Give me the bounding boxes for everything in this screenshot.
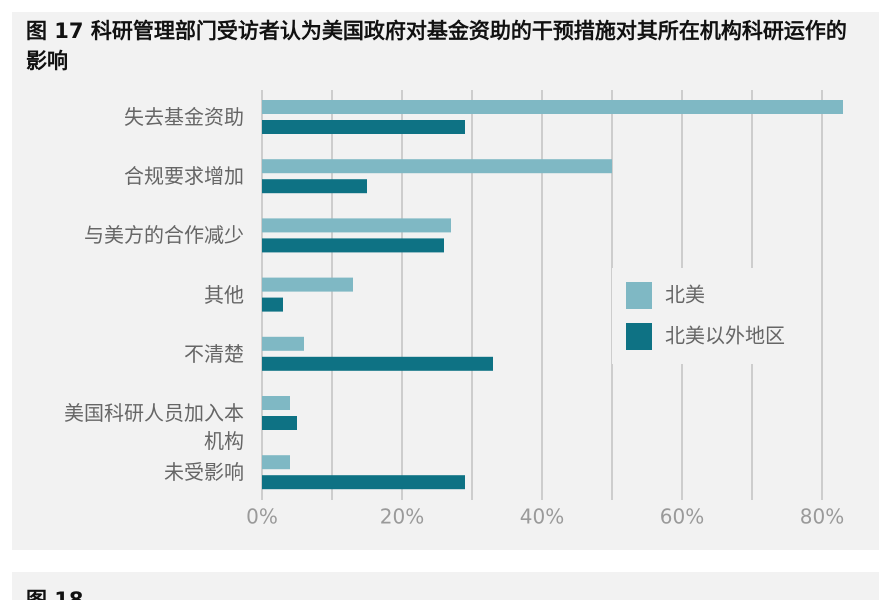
bar (262, 179, 367, 194)
category-label: 美国科研人员加入本机构 (64, 401, 244, 453)
bar (262, 396, 290, 410)
category-label: 不清楚 (184, 341, 244, 366)
x-tick-label: 60% (660, 505, 704, 529)
next-panel (12, 572, 879, 600)
bar (262, 277, 353, 292)
bar (262, 159, 612, 174)
bar (262, 455, 290, 470)
bar (262, 416, 297, 430)
category-label: 未受影响 (164, 460, 244, 485)
x-tick-label: 0% (246, 505, 278, 529)
next-figure-label: 图 18 (26, 588, 84, 600)
x-tick-label: 80% (800, 505, 844, 529)
bar (262, 336, 304, 351)
bar (262, 218, 451, 233)
bar (262, 297, 283, 312)
chart-title: 图 17 科研管理部门受访者认为美国政府对基金资助的干预措施对其所在机构科研运作… (26, 19, 847, 73)
bar (262, 238, 444, 253)
bar (262, 475, 465, 490)
x-tick-label: 40% (520, 505, 564, 529)
bar (262, 356, 493, 371)
category-label: 合规要求增加 (124, 164, 244, 189)
legend-label: 北美以外地区 (665, 324, 785, 348)
x-tick-label: 20% (380, 505, 424, 529)
legend-label: 北美 (665, 283, 705, 307)
legend-swatch (626, 282, 652, 309)
bar (262, 100, 843, 114)
category-label: 与美方的合作减少 (84, 223, 244, 248)
legend-swatch (626, 323, 652, 350)
bar (262, 120, 465, 134)
category-label: 其他 (204, 282, 244, 307)
category-label: 失去基金资助 (124, 105, 244, 129)
